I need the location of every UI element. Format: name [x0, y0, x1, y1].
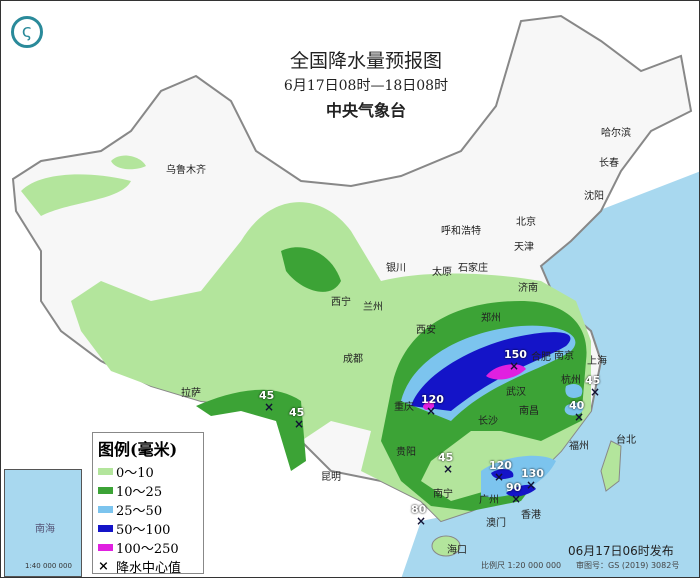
legend-item: 50～100 — [98, 519, 198, 538]
rain-10-25-area-north — [281, 247, 341, 292]
forecast-period: 6月17日08时—18日08时 — [283, 78, 449, 94]
legend-label: 100～250 — [116, 542, 179, 557]
legend-item: 10～25 — [98, 481, 198, 500]
publish-time: 06月17日06时发布 — [568, 544, 674, 558]
rain-10-25-area-tibet — [196, 389, 306, 471]
city-label: 广州 — [479, 495, 499, 506]
city-label: 南昌 — [519, 406, 539, 417]
rain-center-value: 120 — [421, 393, 444, 406]
legend-swatch — [98, 487, 113, 494]
x-mark-icon: × — [590, 385, 601, 399]
x-mark-icon: × — [264, 400, 275, 414]
city-label: 拉萨 — [181, 388, 201, 399]
x-mark-icon: × — [511, 492, 522, 506]
city-label: 重庆 — [394, 402, 414, 413]
rain-center-value: 130 — [521, 467, 544, 480]
city-label: 南京 — [554, 351, 574, 362]
legend-item: 0～10 — [98, 462, 198, 481]
rain-center-value: 45 — [289, 406, 305, 419]
x-mark-icon: × — [426, 404, 437, 418]
rain-50-100-area — [411, 332, 571, 497]
inset-sea-label: 南海 — [35, 524, 55, 535]
x-mark-icon: × — [574, 410, 585, 424]
legend-item-center: × 降水中心值 — [98, 557, 198, 576]
city-label: 呼和浩特 — [441, 226, 481, 237]
city-label: 长春 — [599, 158, 619, 169]
cma-logo-icon: ς — [11, 16, 43, 48]
legend-swatch — [98, 506, 113, 513]
rain-center-value: 45 — [438, 451, 454, 464]
issuer: 中央气象台 — [325, 101, 406, 120]
rain-center-value: 90 — [506, 481, 522, 494]
city-label: 海口 — [447, 545, 467, 556]
inset-scale: 1:40 000 000 — [25, 562, 72, 570]
city-label: 北京 — [516, 217, 536, 228]
x-mark-icon: × — [416, 514, 427, 528]
legend-title: 图例(毫米) — [98, 440, 178, 459]
hainan — [431, 535, 461, 557]
rain-center-value: 120 — [489, 459, 512, 472]
rain-center-value: 40 — [569, 399, 585, 412]
rain-center-value: 45 — [585, 374, 601, 387]
city-label: 澳门 — [486, 518, 506, 529]
city-label: 武汉 — [506, 387, 526, 398]
city-label: 兰州 — [363, 302, 383, 313]
sea — [401, 171, 699, 577]
legend-label: 0～10 — [116, 466, 154, 481]
rain-0-10-area — [71, 202, 591, 521]
legend-label: 50～100 — [116, 523, 171, 538]
x-mark-icon: × — [98, 559, 109, 574]
city-label: 南宁 — [433, 489, 453, 500]
legend-swatch — [98, 525, 113, 532]
review-number: 审图号：GS (2019) 3082号 — [576, 561, 680, 570]
rain-center-value: 150 — [504, 348, 527, 361]
city-label: 昆明 — [321, 472, 341, 483]
city-label: 乌鲁木齐 — [166, 165, 206, 176]
x-mark-icon: × — [494, 470, 505, 484]
x-mark-icon: × — [526, 478, 537, 492]
city-label: 合肥 — [531, 352, 551, 363]
south-china-sea-inset: 南海 1:40 000 000 — [4, 469, 82, 577]
city-label: 天津 — [514, 242, 534, 253]
city-label: 贵阳 — [396, 447, 416, 458]
map-scale: 比例尺 1:20 000 000 — [481, 561, 562, 570]
city-label: 西安 — [416, 325, 436, 336]
legend-label: 25～50 — [116, 504, 163, 519]
legend: 图例(毫米) 0～10 10～25 25～50 50～100 100～250 × 降水中心… — [92, 432, 204, 576]
city-label: 郑州 — [481, 313, 501, 324]
city-label: 杭州 — [561, 375, 581, 386]
x-mark-icon: × — [294, 417, 305, 431]
taiwan — [600, 440, 622, 492]
rain-center-value: 80 — [411, 503, 427, 516]
city-label: 银川 — [386, 263, 406, 274]
city-label: 哈尔滨 — [601, 128, 631, 139]
legend-label: 10～25 — [116, 485, 163, 500]
legend-label: 降水中心值 — [116, 561, 182, 576]
city-label: 西宁 — [331, 297, 351, 308]
legend-item: 25～50 — [98, 500, 198, 519]
city-label: 太原 — [432, 267, 452, 278]
city-label: 长沙 — [478, 416, 498, 427]
rain-100-250-area — [423, 364, 526, 410]
city-label: 成都 — [343, 354, 363, 365]
city-label: 石家庄 — [458, 263, 488, 274]
city-label: 台北 — [616, 435, 636, 446]
city-label: 沈阳 — [584, 191, 604, 202]
city-label: 济南 — [518, 283, 538, 294]
map-title: 全国降水量预报图 — [289, 50, 442, 72]
rain-center-value: 45 — [259, 389, 275, 402]
rain-0-10-area-north — [21, 155, 146, 216]
legend-item: 100～250 — [98, 538, 198, 557]
x-mark-icon: × — [509, 359, 520, 373]
city-label: 福州 — [569, 441, 589, 452]
city-label: 上海 — [587, 356, 607, 367]
x-mark-icon: × — [443, 462, 454, 476]
legend-swatch — [98, 544, 113, 551]
legend-swatch — [98, 468, 113, 475]
city-label: 香港 — [521, 510, 541, 521]
